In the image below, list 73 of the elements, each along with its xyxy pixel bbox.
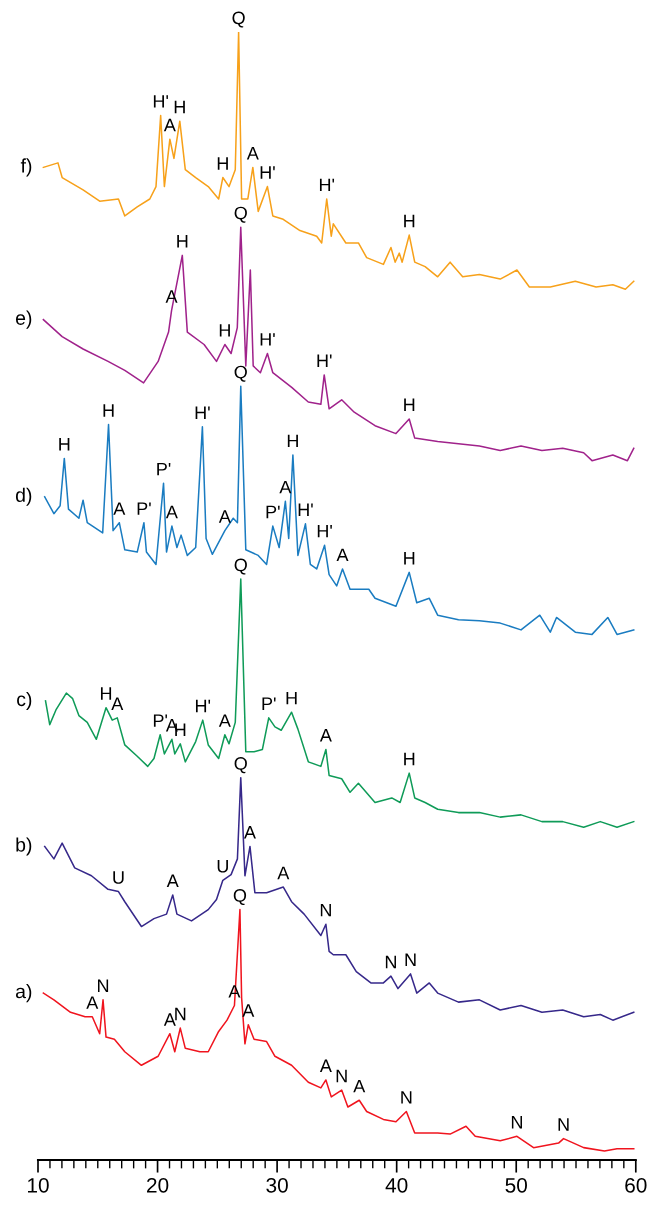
annotation: N (320, 903, 331, 917)
annotation: H' (153, 95, 168, 108)
annotation: A (218, 510, 231, 523)
x-tick-label: 20 (147, 1177, 169, 1193)
series-label: f) (20, 158, 32, 177)
annotation: A (336, 548, 349, 562)
annotation: H' (195, 406, 210, 419)
annotation: A (165, 505, 178, 519)
annotation: H' (195, 699, 211, 713)
annotation: H' (298, 503, 313, 516)
series-label: e) (15, 310, 32, 329)
annotation: H (103, 404, 114, 417)
annotation: H' (260, 166, 275, 179)
annotation: P' (262, 697, 276, 710)
annotation: H (404, 214, 415, 228)
x-tick-label: 30 (266, 1177, 288, 1193)
annotation: Q (234, 206, 247, 223)
annotation: H' (260, 333, 275, 346)
x-tick-label: 60 (625, 1177, 647, 1193)
series-label: a) (15, 984, 32, 1003)
annotation: A (113, 502, 126, 515)
annotation: H (174, 100, 185, 114)
annotation: A (279, 480, 292, 494)
annotation: A (163, 118, 176, 132)
annotation: A (163, 1013, 176, 1026)
annotation: H (287, 434, 298, 448)
annotation: N (558, 1118, 569, 1131)
annotation: A (353, 1079, 366, 1093)
annotation: Q (234, 365, 247, 382)
annotation: N (511, 1116, 522, 1129)
x-tick-label: 40 (385, 1177, 408, 1193)
annotation: N (385, 955, 396, 969)
annotation: N (405, 953, 416, 966)
annotation: H' (319, 178, 335, 192)
annotation: A (218, 714, 231, 727)
x-tick-label: 50 (505, 1177, 527, 1193)
annotation: U (217, 859, 228, 873)
annotation: H (404, 752, 415, 766)
annotation: P' (157, 462, 171, 476)
annotation: A (277, 866, 290, 880)
annotation: H (100, 687, 112, 700)
annotation: A (86, 996, 99, 1009)
annotation: H' (317, 354, 332, 368)
annotation: N (336, 1069, 347, 1083)
annotation: P' (137, 502, 151, 515)
annotation: A (246, 147, 259, 160)
annotation: H (59, 438, 70, 451)
annotation: H' (317, 524, 332, 538)
annotation: N (175, 1007, 186, 1021)
annotation: H (177, 235, 188, 248)
series-label: b) (16, 837, 32, 856)
annotation: Q (233, 889, 247, 906)
annotation: H (404, 552, 415, 565)
annotation: A (166, 874, 179, 888)
annotation: P' (266, 505, 280, 519)
annotation: A (111, 697, 124, 710)
series-label: c) (17, 691, 32, 710)
annotation: A (319, 729, 332, 742)
annotation: A (319, 1059, 332, 1073)
annotation: U (113, 871, 124, 884)
annotation: Q (234, 558, 247, 575)
annotation: A (243, 826, 256, 839)
annotation: H (286, 691, 297, 705)
series-label: d) (15, 487, 32, 506)
annotation: Q (232, 11, 245, 28)
annotation: Q (234, 757, 247, 774)
annotation: N (98, 979, 109, 992)
annotation: N (401, 1091, 412, 1104)
annotation: P' (153, 714, 168, 727)
x-tick-label: 10 (28, 1177, 49, 1193)
annotation: H (404, 398, 415, 412)
annotation: H (219, 324, 230, 337)
annotation: H (217, 157, 228, 170)
